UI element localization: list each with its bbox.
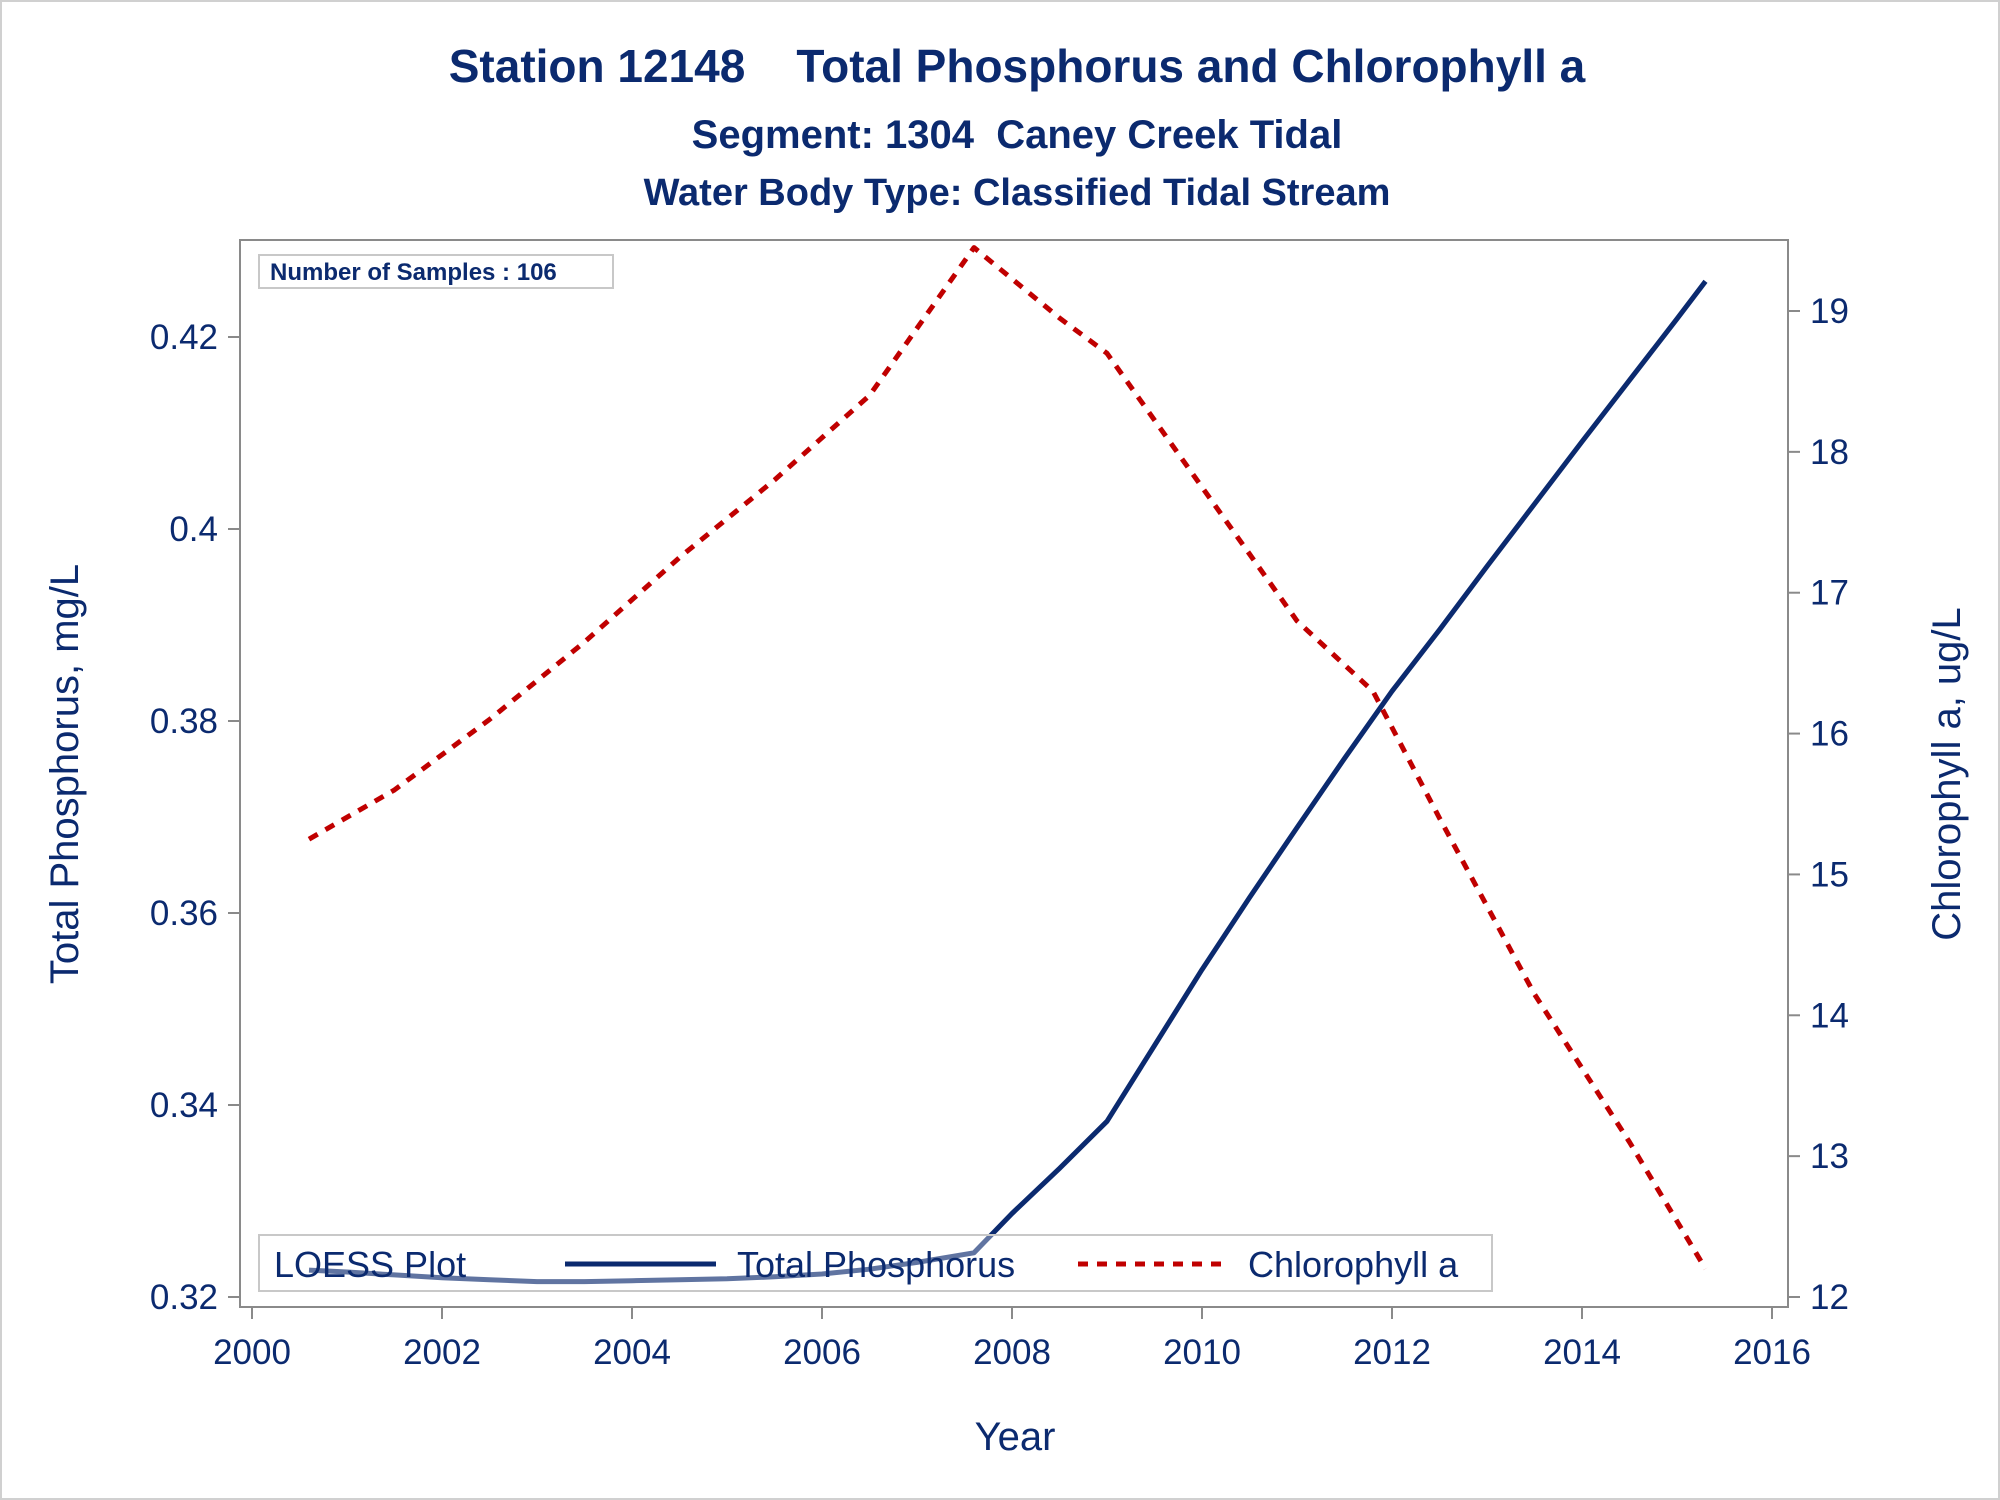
x-tick-label: 2008 — [973, 1333, 1051, 1372]
x-tick-label: 2016 — [1733, 1333, 1811, 1372]
x-tick-label: 2004 — [593, 1333, 671, 1372]
y-tick-label: 0.42 — [150, 318, 218, 357]
sample-count-box: Number of Samples : 106 — [258, 254, 614, 289]
y2-tick-label: 14 — [1810, 996, 1849, 1035]
x-tick-label: 2000 — [213, 1333, 291, 1372]
x-tick-label: 2012 — [1353, 1333, 1431, 1372]
plot-area — [239, 239, 1789, 1308]
series-line-total-phosphorus — [308, 279, 1708, 1285]
chart-title: Station 12148 Total Phosphorus and Chlor… — [449, 40, 1586, 92]
y-tick-label: 0.36 — [150, 894, 218, 933]
series-line-chlorophyll-a — [307, 245, 1708, 1271]
y-axis-right: 12 13 14 15 16 17 18 19 — [1788, 292, 1849, 1317]
y2-tick-label: 17 — [1810, 574, 1849, 613]
y2-tick-label: 19 — [1810, 292, 1849, 331]
x-axis: 2000 2002 2004 2006 2008 2010 2012 2014 2016 — [213, 1307, 1811, 1372]
legend-entry-chlorophyll-a: Chlorophyll a — [1248, 1244, 1459, 1285]
x-tick-label: 2002 — [403, 1333, 481, 1372]
x-axis-label: Year — [975, 1415, 1056, 1459]
y2-tick-label: 12 — [1810, 1278, 1849, 1317]
x-tick-label: 2010 — [1163, 1333, 1241, 1372]
legend-title: LOESS Plot — [274, 1244, 466, 1285]
y-tick-label: 0.4 — [169, 510, 218, 549]
y2-tick-label: 15 — [1810, 855, 1849, 894]
y2-axis-label: Chlorophyll a, ug/L — [1925, 607, 1969, 941]
series-layer — [307, 245, 1708, 1285]
y2-tick-label: 16 — [1810, 715, 1849, 754]
chart-subtitle: Segment: 1304 Caney Creek Tidal — [692, 113, 1343, 157]
y-tick-label: 0.32 — [150, 1278, 218, 1317]
y-axis-left: 0.32 0.34 0.36 0.38 0.4 0.42 — [150, 318, 240, 1317]
sample-count-text: Number of Samples : 106 — [270, 259, 557, 286]
y2-tick-label: 13 — [1810, 1137, 1849, 1176]
legend: LOESS Plot Total Phosphorus Chlorophyll … — [258, 1234, 1493, 1292]
chart-subtitle-2: Water Body Type: Classified Tidal Stream — [644, 172, 1391, 214]
y-tick-label: 0.38 — [150, 702, 218, 741]
y-axis-label: Total Phosphorus, mg/L — [43, 564, 87, 984]
y2-tick-label: 18 — [1810, 433, 1849, 472]
y-tick-label: 0.34 — [150, 1086, 218, 1125]
x-tick-label: 2006 — [783, 1333, 861, 1372]
legend-entry-total-phosphorus: Total Phosphorus — [737, 1244, 1015, 1285]
x-tick-label: 2014 — [1543, 1333, 1621, 1372]
